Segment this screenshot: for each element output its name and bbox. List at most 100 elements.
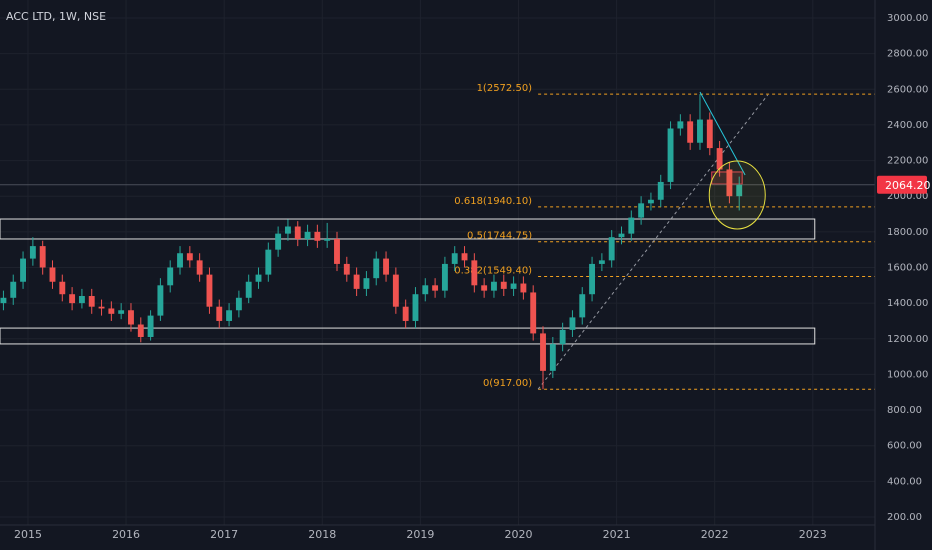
- candle-body: [481, 285, 488, 291]
- candle-body: [167, 267, 174, 286]
- candle-body: [716, 148, 723, 170]
- x-tick-label: 2023: [799, 528, 827, 541]
- candle-body: [118, 310, 125, 314]
- chart-title: ACC LTD, 1W, NSE: [6, 10, 106, 23]
- candle-body: [128, 310, 134, 325]
- y-tick-label: 1000.00: [887, 369, 928, 380]
- fib-label: 0.5(1744.75): [467, 231, 532, 242]
- candle-body: [265, 249, 272, 275]
- plot: 1(2572.50) 0.618(1940.10) 0.5(1744.75) 0.38…: [0, 83, 875, 390]
- candle-body: [598, 260, 605, 264]
- candle-body: [383, 258, 389, 275]
- candle-body: [177, 253, 183, 268]
- candle-body: [471, 260, 478, 286]
- candle-body: [108, 308, 115, 314]
- y-tick-label: 1600.00: [887, 262, 928, 273]
- candle-body: [196, 260, 203, 275]
- candle-body: [216, 306, 223, 321]
- candle-body: [88, 296, 95, 307]
- candle-body: [638, 203, 645, 218]
- candle-body: [540, 333, 546, 371]
- candle-body: [186, 253, 193, 261]
- candle-body: [275, 233, 282, 250]
- y-tick-label: 600.00: [887, 441, 922, 452]
- candle-body: [491, 281, 497, 291]
- y-tick-label: 1400.00: [887, 298, 928, 309]
- y-tick-label: 3000.00: [887, 13, 928, 24]
- x-tick-label: 2021: [603, 528, 631, 541]
- candle-body: [245, 281, 252, 298]
- candle-body: [687, 121, 694, 143]
- candle-body: [628, 217, 635, 234]
- y-tick-label: 1800.00: [887, 227, 928, 238]
- y-tick-label: 800.00: [887, 405, 922, 416]
- candle-body: [29, 246, 36, 259]
- candle-body: [206, 274, 213, 307]
- candle-body: [461, 253, 468, 261]
- candle-body: [314, 231, 321, 241]
- candle-body: [500, 281, 507, 289]
- candle-body: [697, 119, 703, 143]
- x-tick-label: 2018: [308, 528, 336, 541]
- candle-body: [20, 258, 26, 282]
- candle-body: [451, 253, 458, 264]
- candle-body: [353, 274, 360, 289]
- y-tick-label: 1200.00: [887, 334, 928, 345]
- candle-body: [324, 238, 331, 241]
- candle-body: [147, 315, 154, 337]
- axes: 200.00 400.00 600.00 800.00 1000.00 1200.00 14…: [14, 13, 931, 541]
- candle-body: [98, 306, 105, 309]
- last-price-label: 2064.20: [885, 179, 931, 192]
- candle-body: [608, 237, 615, 261]
- candle-body: [618, 233, 625, 238]
- candle-body: [667, 128, 674, 182]
- candle-body: [677, 121, 684, 129]
- candle-body: [255, 274, 262, 282]
- candle-body: [647, 199, 654, 204]
- candle-body: [520, 283, 527, 293]
- candle-body: [432, 285, 439, 291]
- candle-body: [10, 281, 17, 298]
- grid: [0, 0, 875, 525]
- y-tick-label: 400.00: [887, 476, 922, 487]
- candle-body: [422, 285, 429, 295]
- candle-body: [304, 231, 311, 239]
- highlight-circle: [708, 160, 766, 230]
- candle-body: [441, 263, 448, 291]
- candle-body: [392, 274, 399, 307]
- candle-body: [412, 294, 419, 321]
- candle-body: [59, 281, 66, 295]
- candle-body: [530, 292, 537, 334]
- candle-body: [235, 297, 242, 311]
- candle-body: [49, 267, 56, 282]
- candle-body: [284, 226, 291, 234]
- candle-body: [657, 181, 664, 200]
- x-tick-label: 2020: [504, 528, 532, 541]
- candle-body: [157, 285, 164, 316]
- candle-body: [78, 296, 85, 304]
- candle-body: [69, 294, 76, 304]
- candle-body: [726, 169, 733, 197]
- support-zone: [0, 218, 816, 240]
- candle-body: [334, 238, 340, 264]
- y-tick-label: 2000.00: [887, 191, 928, 202]
- candle-body: [343, 263, 350, 275]
- candle-body: [510, 283, 517, 289]
- fib-label: 0.382(1549.40): [454, 266, 532, 277]
- x-tick-label: 2015: [14, 528, 42, 541]
- fib-label: 1(2572.50): [477, 83, 533, 94]
- candle-body: [736, 184, 743, 197]
- candle-body: [589, 263, 596, 295]
- y-tick-label: 2800.00: [887, 49, 928, 60]
- fib-label: 0.618(1940.10): [454, 196, 532, 207]
- y-tick-label: 2400.00: [887, 120, 928, 131]
- x-tick-label: 2016: [112, 528, 140, 541]
- candle-body: [579, 294, 586, 318]
- x-tick-label: 2017: [210, 528, 238, 541]
- candle-body: [373, 258, 380, 279]
- y-tick-label: 2600.00: [887, 84, 928, 95]
- candle-body: [569, 317, 576, 330]
